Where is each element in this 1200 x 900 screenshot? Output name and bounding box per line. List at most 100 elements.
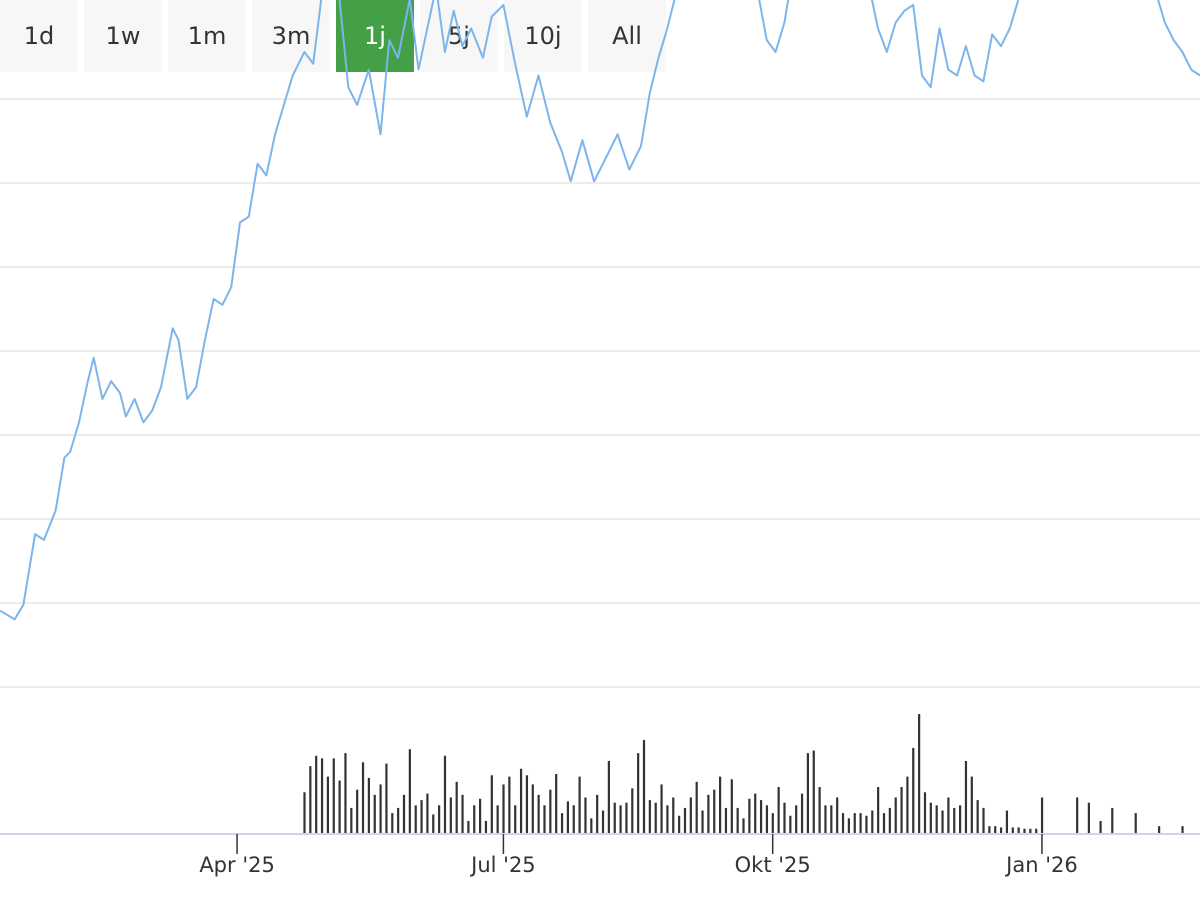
volume-bar (888, 807, 891, 834)
volume-bar (999, 827, 1003, 834)
volume-bar (678, 815, 681, 834)
volume-bar (508, 776, 511, 834)
volume-bar (473, 805, 476, 834)
volume-bar (806, 753, 810, 834)
range-button-1d[interactable]: 1d (0, 0, 78, 72)
volume-bar (432, 814, 435, 834)
volume-bar (742, 818, 745, 834)
volume-bar (572, 805, 575, 834)
volume-bar (724, 807, 728, 834)
volume-bar (590, 818, 593, 834)
volume-bar (953, 807, 956, 834)
volume-bar (871, 810, 874, 834)
volume-bar (1005, 810, 1009, 834)
range-button-10j[interactable]: 10j (504, 0, 582, 72)
volume-bar (695, 781, 698, 834)
volume-bar (959, 805, 962, 834)
volume-bar (713, 789, 716, 834)
volume-bar (631, 788, 634, 834)
volume-bar (836, 797, 839, 834)
volume-bar (929, 802, 932, 834)
volume-bar (1017, 827, 1020, 834)
volume-bar (853, 813, 856, 834)
volume-bar (373, 794, 376, 834)
volume-bar (877, 787, 880, 834)
volume-bar (988, 826, 991, 834)
volume-bar (783, 802, 786, 834)
volume-bar (818, 787, 821, 834)
range-button-all[interactable]: All (588, 0, 666, 72)
volume-bar (531, 784, 534, 834)
volume-bar (414, 805, 417, 834)
volume-bar (754, 793, 757, 834)
volume-bar (824, 805, 827, 834)
volume-bar (1181, 826, 1184, 834)
x-tick-label: Okt '25 (735, 853, 811, 877)
volume-bar (707, 794, 710, 834)
volume-bar (976, 800, 979, 834)
volume-bar (596, 794, 599, 834)
volume-bar (461, 794, 464, 834)
volume-bar (841, 813, 845, 834)
volume-bar (771, 813, 774, 834)
volume-bar (923, 792, 927, 834)
volume-bar (549, 789, 552, 834)
volume-bar (719, 776, 722, 834)
volume-bar (947, 797, 950, 834)
volume-bar (484, 820, 488, 834)
volume-bar (900, 787, 903, 834)
volume-bar (367, 777, 370, 834)
volume-bar (906, 776, 909, 834)
price-line (0, 0, 1200, 621)
volume-bar (449, 797, 452, 834)
volume-bar (859, 813, 862, 834)
volume-bar (443, 755, 447, 834)
volume-bar (935, 805, 938, 834)
volume-bar (1111, 807, 1114, 834)
range-button-1w[interactable]: 1w (84, 0, 162, 72)
volume-bar (660, 784, 663, 834)
volume-bar (1029, 828, 1032, 834)
x-tick-label: Jul '25 (469, 853, 536, 877)
volume-bar (320, 758, 324, 834)
volume-bar (613, 802, 616, 834)
volume-bar (642, 740, 646, 834)
volume-bar (1023, 828, 1026, 834)
volume-bar (309, 766, 312, 834)
volume-bar (379, 784, 382, 834)
volume-bar (625, 802, 628, 834)
volume-bar (1134, 813, 1137, 834)
volume-bar (338, 780, 341, 834)
range-button-1m[interactable]: 1m (168, 0, 246, 72)
volume-bar (918, 714, 921, 834)
volume-bar (455, 781, 458, 834)
volume-bar (982, 807, 985, 834)
volume-bar (385, 763, 388, 834)
volume-bar (800, 793, 804, 834)
volume-bar (672, 797, 675, 834)
volume-bar (736, 807, 739, 834)
volume-bar (683, 807, 687, 834)
volume-bar (830, 805, 833, 834)
volume-bar (607, 760, 610, 834)
volume-bar (543, 805, 546, 834)
volume-bar (619, 805, 622, 834)
volume-bar (689, 797, 692, 834)
volume-bar (332, 758, 335, 834)
volume-bar (701, 810, 704, 834)
volume-bar (654, 802, 657, 834)
volume-bar (748, 798, 751, 834)
volume-bar (765, 805, 769, 834)
volume-bar (408, 749, 411, 834)
volume-bar (479, 798, 482, 834)
volume-bar (777, 787, 780, 834)
volume-bar (1040, 797, 1044, 834)
volume-bar (555, 774, 558, 834)
volume-bar (1011, 827, 1014, 834)
volume-bar (941, 810, 944, 834)
volume-bar (789, 815, 792, 834)
range-button-1j[interactable]: 1j (336, 0, 414, 72)
volume-bar (356, 789, 359, 834)
volume-bar (812, 750, 815, 834)
volume-bar (560, 813, 564, 834)
